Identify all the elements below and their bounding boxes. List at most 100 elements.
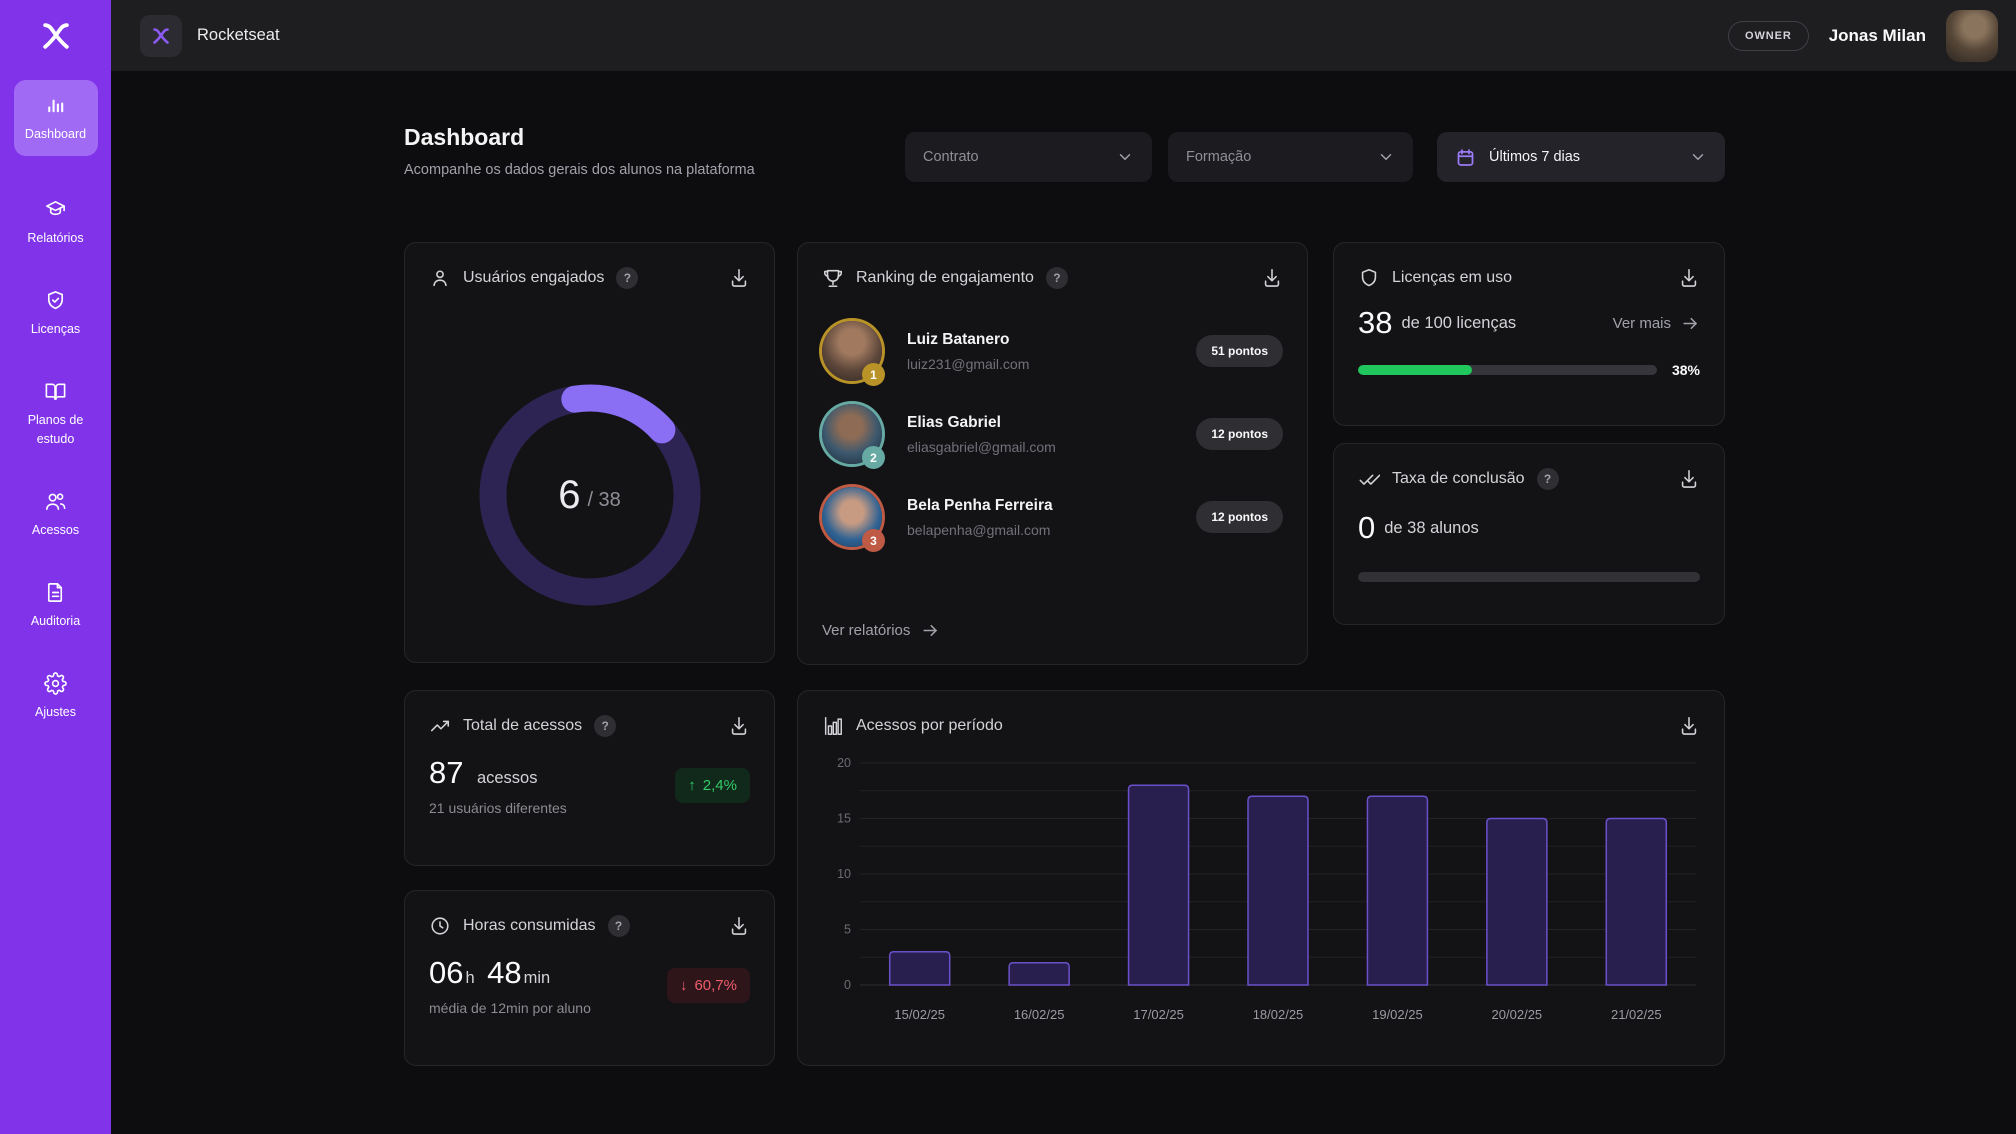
link-label: Ver mais	[1612, 314, 1671, 332]
sidebar-item-auditoria[interactable]: Auditoria	[31, 581, 80, 630]
shield-icon	[1358, 267, 1380, 289]
brand-name: Rocketseat	[197, 26, 280, 44]
licenses-caption: de 100 licenças	[1401, 313, 1517, 332]
ranking-row: 1 Luiz Batanero luiz231@gmail.com 51 pon…	[822, 321, 1283, 386]
download-button[interactable]	[1678, 468, 1700, 490]
view-more-link[interactable]: Ver mais	[1613, 314, 1700, 333]
card-header: Acessos por período	[822, 715, 1700, 737]
sidebar-item-acessos[interactable]: Acessos	[32, 490, 79, 539]
arrow-up-icon: ↑	[688, 777, 696, 794]
user-name: Luiz Batanero	[907, 330, 1010, 348]
access-period-bar-chart: 0 5 10 15 20 15/02/25 16/02/25 17/02/25 18/02/25…	[837, 756, 1696, 1022]
download-button[interactable]	[1678, 267, 1700, 289]
sidebar-item-planos[interactable]: Planos de estudo	[16, 380, 96, 447]
user-avatar[interactable]	[1946, 9, 1998, 62]
points-pill: 12 pontos	[1196, 418, 1283, 450]
help-badge[interactable]: ?	[616, 267, 639, 289]
double-check-icon	[1358, 468, 1380, 490]
total-access-values: 87 acessos 21 usuários diferentes	[429, 755, 567, 816]
hours-value: 06	[429, 955, 464, 990]
download-button[interactable]	[1261, 267, 1283, 289]
progress-bar	[1358, 572, 1700, 582]
user-area: OWNER Jonas Milan	[1728, 9, 1998, 62]
engaged-total: / 38	[587, 488, 621, 511]
sidebar-item-label: Auditoria	[30, 613, 81, 628]
rocketseat-logo-icon	[140, 14, 182, 57]
help-badge[interactable]: ?	[607, 915, 630, 937]
hours-caption: média de 12min por aluno	[429, 1000, 591, 1016]
page-head: Dashboard Acompanhe os dados gerais dos …	[404, 124, 755, 178]
download-button[interactable]	[728, 715, 750, 737]
book-open-icon	[44, 380, 67, 403]
rank-badge: 3	[862, 529, 885, 552]
delta-badge-down: ↓ 60,7%	[666, 968, 750, 1003]
progress-percent: 38%	[1671, 362, 1700, 378]
help-badge[interactable]: ?	[1536, 468, 1559, 490]
user-email: luiz231@gmail.com	[907, 355, 1030, 372]
sidebar-item-label: Ajustes	[35, 704, 76, 719]
help-badge[interactable]: ?	[594, 715, 617, 737]
card-header: Licenças em uso	[1358, 267, 1700, 289]
download-icon	[1681, 469, 1697, 488]
download-icon	[1681, 268, 1697, 287]
total-access-value: 87	[429, 755, 464, 790]
download-button[interactable]	[728, 267, 750, 289]
card-title: Ranking de engajamento	[856, 269, 1034, 286]
minutes-unit: min	[523, 969, 551, 987]
top-bar: Rocketseat OWNER Jonas Milan	[111, 0, 2016, 71]
gear-icon	[44, 672, 67, 695]
engaged-users-donut-chart: 6 / 38	[474, 379, 706, 611]
sidebar: Dashboard Relatórios Licenças	[0, 0, 111, 1134]
download-button[interactable]	[728, 915, 750, 937]
svg-text:19/02/25: 19/02/25	[1372, 1007, 1423, 1022]
shield-check-icon	[44, 289, 67, 312]
completion-rate-card: Taxa de conclusão ? 0 de 38 alunos	[1333, 443, 1725, 625]
sidebar-item-dashboard[interactable]: Dashboard	[13, 80, 98, 157]
svg-text:5: 5	[844, 923, 851, 937]
user-email: belapenha@gmail.com	[907, 521, 1051, 538]
ranking-user-info: Bela Penha Ferreira belapenha@gmail.com	[907, 497, 1053, 538]
course-filter-dropdown[interactable]: Formação	[1168, 132, 1413, 182]
contract-filter-label: Contrato	[923, 149, 979, 165]
sidebar-item-licencas[interactable]: Licenças	[31, 289, 80, 338]
svg-text:15/02/25: 15/02/25	[894, 1007, 945, 1022]
ranking-row: 2 Elias Gabriel eliasgabriel@gmail.com 1…	[822, 404, 1283, 469]
card-title: Acessos por período	[856, 717, 1003, 734]
points-pill: 12 pontos	[1196, 501, 1283, 533]
svg-text:16/02/25: 16/02/25	[1014, 1007, 1065, 1022]
ranking-user-info: Luiz Batanero luiz231@gmail.com	[907, 331, 1029, 372]
delta-value: 60,7%	[694, 977, 737, 994]
completion-value: 0	[1358, 510, 1376, 545]
period-filter-dropdown[interactable]: Últimos 7 dias	[1437, 132, 1725, 182]
user-name: Bela Penha Ferreira	[907, 496, 1053, 514]
hours-stat-row: 06 h 48 min média de 12min por aluno ↓ 60,…	[429, 955, 750, 1016]
card-title: Taxa de conclusão	[1392, 470, 1525, 487]
rocketseat-sidebar-logo-icon	[36, 16, 76, 56]
role-badge[interactable]: OWNER	[1728, 20, 1809, 51]
users-icon	[44, 490, 67, 513]
card-header: Usuários engajados ?	[429, 267, 750, 289]
rank-badge: 2	[862, 446, 885, 469]
download-icon	[1681, 716, 1697, 735]
sidebar-item-ajustes[interactable]: Ajustes	[35, 672, 76, 721]
contract-filter-dropdown[interactable]: Contrato	[905, 132, 1152, 182]
hours-unit: h	[465, 969, 475, 987]
total-access-card: Total de acessos ? 87 acessos 21 usuário…	[404, 690, 775, 866]
download-button[interactable]	[1678, 715, 1700, 737]
sidebar-item-label: Dashboard	[24, 127, 87, 141]
download-icon	[731, 268, 747, 287]
hours-values: 06 h 48 min média de 12min por aluno	[429, 955, 591, 1016]
ranking-row: 3 Bela Penha Ferreira belapenha@gmail.co…	[822, 487, 1283, 552]
svg-text:18/02/25: 18/02/25	[1253, 1007, 1304, 1022]
engaged-users-card: Usuários engajados ? 6 / 38	[404, 242, 775, 663]
arrow-down-icon: ↓	[679, 977, 688, 994]
view-reports-link[interactable]: Ver relatórios	[822, 621, 940, 640]
person-icon	[429, 267, 451, 289]
card-header: Ranking de engajamento ?	[822, 267, 1283, 289]
column-chart-icon	[822, 715, 844, 737]
chevron-down-icon	[1689, 148, 1707, 166]
svg-text:15: 15	[837, 812, 851, 826]
sidebar-item-relatorios[interactable]: Relatórios	[27, 198, 84, 247]
help-badge[interactable]: ?	[1045, 267, 1068, 289]
